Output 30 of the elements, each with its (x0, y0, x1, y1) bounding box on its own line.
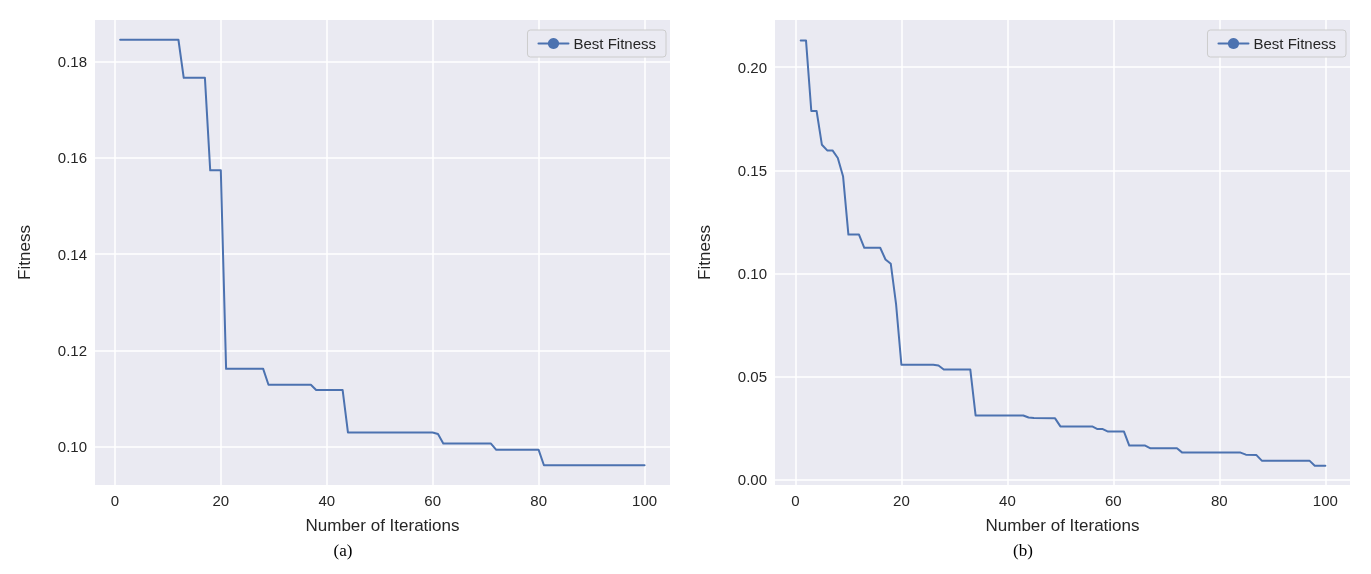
x-tick-label: 0 (110, 492, 120, 509)
y-axis-title: Fitness (695, 225, 714, 280)
y-tick-label: 0.10 (737, 265, 767, 283)
x-tick-label: 40 (318, 492, 336, 509)
x-tick-label: 60 (424, 492, 442, 509)
text: (a) (333, 541, 353, 560)
x-tick-label: 80 (1211, 492, 1228, 509)
legend-label: Best Fitness (573, 35, 656, 52)
x-tick-label: 100 (632, 492, 658, 509)
y-tick-label: 0.14 (57, 245, 87, 263)
y-tick-label: 0.10 (57, 438, 87, 456)
x-axis-title: Number of Iterations (305, 516, 460, 535)
y-tick-label: 0.20 (737, 58, 767, 76)
x-tick-label: 60 (1105, 492, 1122, 509)
y-axis-title: Fitness (15, 225, 34, 280)
x-tick-label: 0 (791, 492, 800, 509)
x-tick-label: 40 (999, 492, 1016, 509)
x-tick-label: 20 (212, 492, 230, 509)
x-tick-label: 20 (893, 492, 910, 509)
y-tick-label: 0.18 (57, 52, 87, 70)
y-tick-label: 0.15 (737, 161, 767, 179)
y-tick-label: 0.12 (57, 342, 87, 360)
y-tick-label: 0.05 (737, 368, 767, 386)
x-tick-label: 100 (1312, 492, 1338, 509)
y-tick-label: 0.16 (57, 149, 87, 167)
x-axis-title: Number of Iterations (985, 516, 1140, 535)
x-tick-label: 80 (530, 492, 547, 509)
y-tick-label: 0.00 (737, 471, 767, 489)
legend-label: Best Fitness (1253, 35, 1336, 52)
text: (b) (1013, 541, 1033, 560)
